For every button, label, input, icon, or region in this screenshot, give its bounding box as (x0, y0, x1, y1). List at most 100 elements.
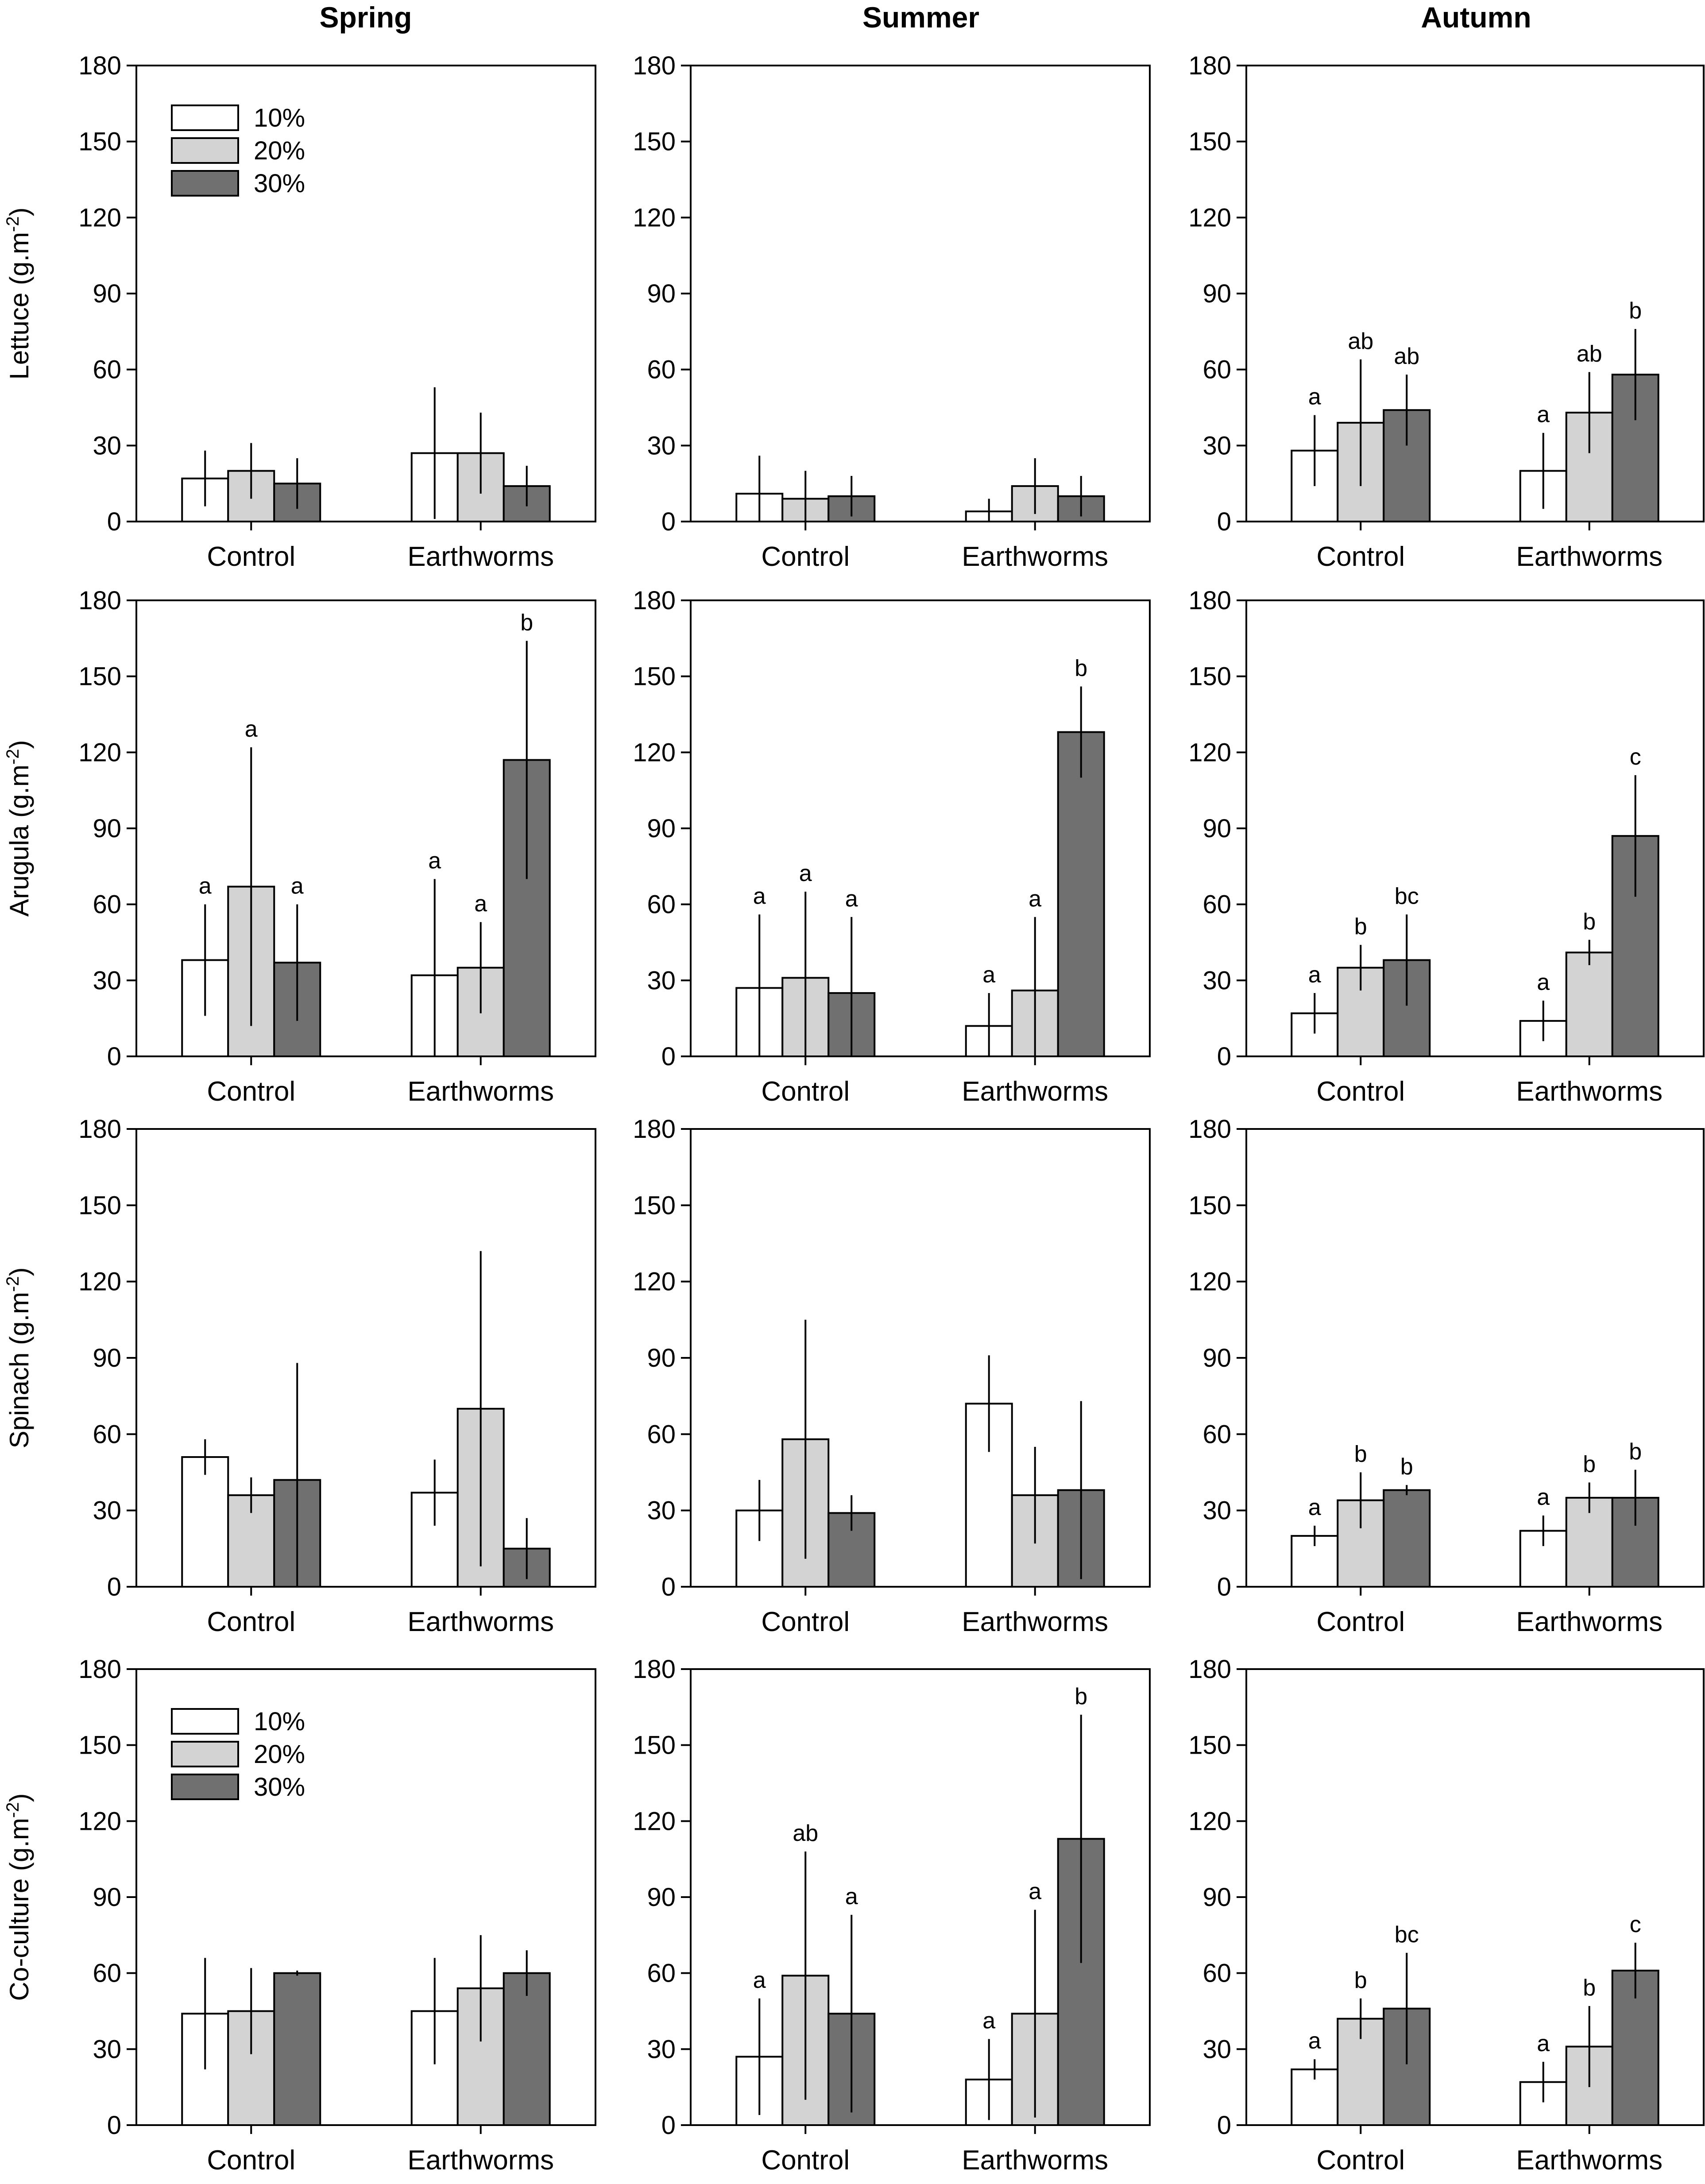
y-axis-label-sup: -2 (3, 1276, 23, 1292)
bar-30pct-control (1383, 1489, 1431, 1588)
y-tick-label: 60 (1202, 356, 1231, 384)
y-tick-label: 90 (647, 1883, 676, 1912)
y-tick-label: 90 (1202, 1883, 1231, 1912)
panel-spinach-summer: 0 30 60 90 120 150 180 Control Earthworms (633, 1115, 1151, 1637)
significance-label: b (520, 610, 533, 636)
y-tick-label: 180 (1188, 586, 1231, 615)
y-tick-label: 0 (661, 507, 676, 536)
legend-swatch-0 (171, 1708, 239, 1735)
legend-swatch-2 (171, 170, 239, 197)
y-axis-label-end: ) (4, 740, 34, 749)
y-axis-label-main: Lettuce (g.m (4, 232, 34, 380)
y-tick-label: 120 (633, 203, 676, 232)
significance-label: ab (1348, 329, 1373, 354)
x-category-label: Earthworms (407, 1607, 554, 1637)
x-category-label: Earthworms (407, 541, 554, 572)
y-tick-label: 150 (633, 128, 676, 156)
y-tick-label: 150 (78, 1731, 121, 1760)
significance-label: ab (1577, 341, 1602, 367)
x-category-label: Control (207, 2145, 295, 2176)
y-tick-label: 30 (93, 2035, 121, 2064)
x-category-label: Control (1316, 1607, 1405, 1637)
x-category-label: Earthworms (1516, 1607, 1662, 1637)
x-category-label: Control (761, 541, 850, 572)
significance-label: b (1583, 1451, 1596, 1477)
y-tick-label: 60 (1202, 890, 1231, 919)
x-category-label: Earthworms (407, 2145, 554, 2176)
y-tick-label: 180 (78, 51, 121, 80)
y-axis-label-sup: -2 (3, 749, 23, 765)
y-tick-label: 150 (633, 662, 676, 691)
significance-label: a (799, 861, 812, 886)
y-tick-label: 0 (1217, 1573, 1231, 1601)
y-tick-label: 0 (107, 1573, 121, 1601)
significance-label: b (1075, 656, 1087, 681)
y-tick-label: 30 (93, 431, 121, 460)
panel-spinach-spring: 0 30 60 90 120 150 180 Control Earthworms Spinach… (3, 1115, 596, 1637)
y-axis-label-end: ) (4, 207, 34, 216)
y-tick-label: 150 (1188, 1731, 1231, 1760)
y-tick-label: 180 (633, 51, 676, 80)
panel-spinach-autumn: 0 30 60 90 120 150 180 Control a b b Earthworms a b b (1188, 1115, 1705, 1637)
significance-label: a (1537, 1484, 1550, 1510)
y-tick-label: 30 (1202, 1496, 1231, 1525)
y-tick-label: 90 (93, 1344, 121, 1372)
panel-arugula-spring: 0 30 60 90 120 150 180 Control a a a Earthworms a a b A… (3, 586, 596, 1107)
y-tick-label: 30 (93, 966, 121, 995)
x-category-label: Earthworms (962, 1607, 1108, 1637)
y-tick-label: 180 (633, 586, 676, 615)
significance-label: a (1308, 384, 1321, 410)
legend-label-2: 30% (254, 1773, 305, 1801)
y-tick-label: 120 (78, 1268, 121, 1296)
y-tick-label: 150 (1188, 662, 1231, 691)
x-category-label: Earthworms (407, 1076, 554, 1107)
y-tick-label: 60 (93, 356, 121, 384)
y-tick-label: 150 (1188, 1191, 1231, 1220)
y-tick-label: 60 (647, 1420, 676, 1449)
x-category-label: Control (761, 1076, 850, 1107)
y-tick-label: 0 (107, 1042, 121, 1071)
y-tick-label: 0 (1217, 507, 1231, 536)
plot-frame (690, 65, 1151, 522)
significance-label: a (428, 848, 441, 874)
significance-label: a (845, 886, 858, 912)
legend-label-0: 10% (254, 1707, 305, 1736)
y-tick-label: 90 (1202, 279, 1231, 308)
significance-label: b (1629, 298, 1642, 324)
y-tick-label: 180 (1188, 1655, 1231, 1684)
y-tick-label: 120 (1188, 203, 1231, 232)
legend-label-1: 20% (254, 136, 305, 165)
y-tick-label: 0 (661, 1573, 676, 1601)
significance-label: ab (1394, 344, 1419, 369)
x-category-label: Control (207, 1076, 295, 1107)
panels: 0 30 60 90 120 150 180 Control Earthworms Lettuce… (3, 51, 1705, 2176)
panel-arugula-summer: 0 30 60 90 120 150 180 Control a a a Earthworms a a b (633, 586, 1151, 1107)
y-axis-label: Spinach (g.m-2) (3, 1267, 34, 1448)
y-tick-label: 150 (78, 1191, 121, 1220)
y-tick-label: 180 (1188, 51, 1231, 80)
y-axis-label-sup: -2 (3, 216, 23, 232)
y-tick-label: 90 (1202, 814, 1231, 843)
significance-label: a (474, 891, 487, 917)
significance-label: b (1583, 1975, 1596, 2001)
x-category-label: Earthworms (1516, 541, 1662, 572)
significance-label: b (1583, 909, 1596, 935)
significance-label: a (291, 874, 304, 899)
legend-label-0: 10% (254, 104, 305, 132)
y-axis-label-end: ) (4, 1794, 34, 1802)
x-category-label: Control (1316, 2145, 1405, 2176)
x-category-label: Control (761, 2145, 850, 2176)
season-title-summer: Summer (862, 1, 979, 34)
y-tick-label: 30 (647, 966, 676, 995)
significance-label: b (1354, 1442, 1367, 1467)
y-tick-label: 90 (647, 279, 676, 308)
y-tick-label: 120 (1188, 738, 1231, 767)
y-axis-label-main: Arugula (g.m (4, 765, 34, 916)
x-category-label: Control (207, 1607, 295, 1637)
significance-label: ab (793, 1821, 818, 1846)
y-tick-label: 120 (78, 738, 121, 767)
legend-swatch-1 (171, 1741, 239, 1767)
y-tick-label: 180 (1188, 1115, 1231, 1144)
significance-label: a (1308, 2028, 1321, 2054)
